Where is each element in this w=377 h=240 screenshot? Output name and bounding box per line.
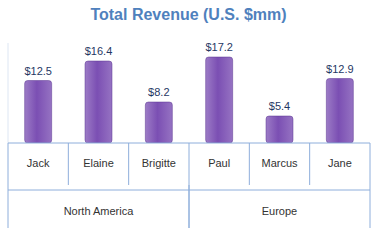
category-divider [249,143,250,185]
category-divider [8,143,9,185]
category-label: Jack [27,157,50,169]
value-axis-line [8,43,9,143]
category-label: Paul [208,157,230,169]
bar [206,57,233,143]
group-bracket [189,190,370,191]
category-label: Marcus [261,157,298,169]
bar [326,79,353,144]
category-divider [128,143,129,185]
group-label: Europe [262,205,297,217]
category-label: Elaine [83,157,114,169]
group-label: North America [64,205,135,217]
group-divider [189,185,190,228]
category-divider [189,143,190,185]
group-divider [370,185,371,228]
data-label: $16.4 [85,45,113,57]
category-divider [370,143,371,185]
group-bracket [8,190,189,191]
data-label: $17.2 [205,41,233,53]
bar [266,116,293,143]
data-label: $12.5 [24,65,52,77]
bar [145,102,172,143]
category-divider [68,143,69,185]
category-divider [309,143,310,185]
category-label: Brigitte [142,157,176,169]
data-label: $12.9 [326,63,354,75]
data-label: $8.2 [148,86,169,98]
group-divider [8,185,9,228]
data-label: $5.4 [269,100,290,112]
category-label: Jane [328,157,352,169]
bar [25,81,52,144]
bar [85,61,112,143]
chart: Total Revenue (U.S. $mm) $12.5 $16.4 $8.2 $1… [0,0,377,240]
group-divider [189,185,190,228]
title: Total Revenue (U.S. $mm) [90,6,286,23]
bars [25,57,354,143]
